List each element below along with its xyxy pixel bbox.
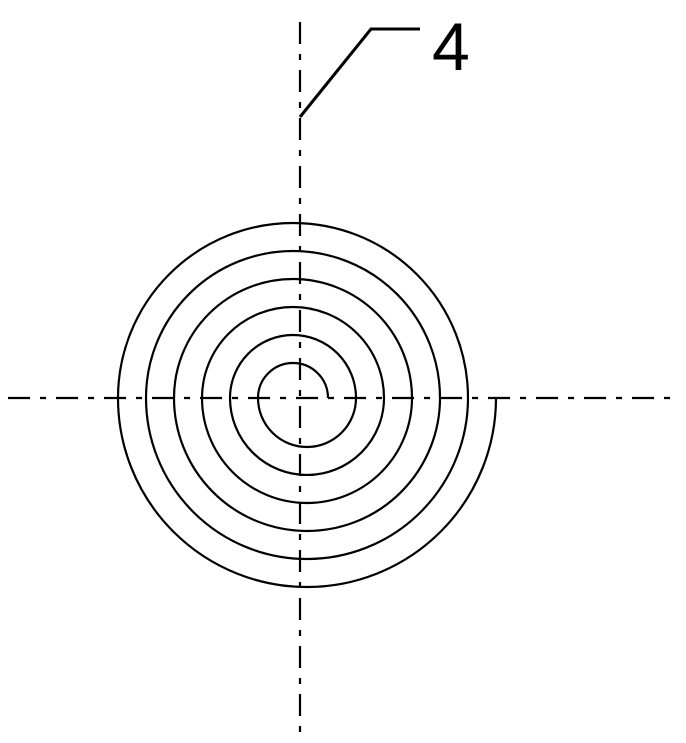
callout-label-4: 4 [432,8,470,86]
diagram-canvas [0,0,686,743]
spiral-path [118,223,496,587]
centerlines-group [8,22,680,740]
leader-line [300,29,420,117]
leader-group [300,29,420,117]
spiral-group [118,223,496,587]
